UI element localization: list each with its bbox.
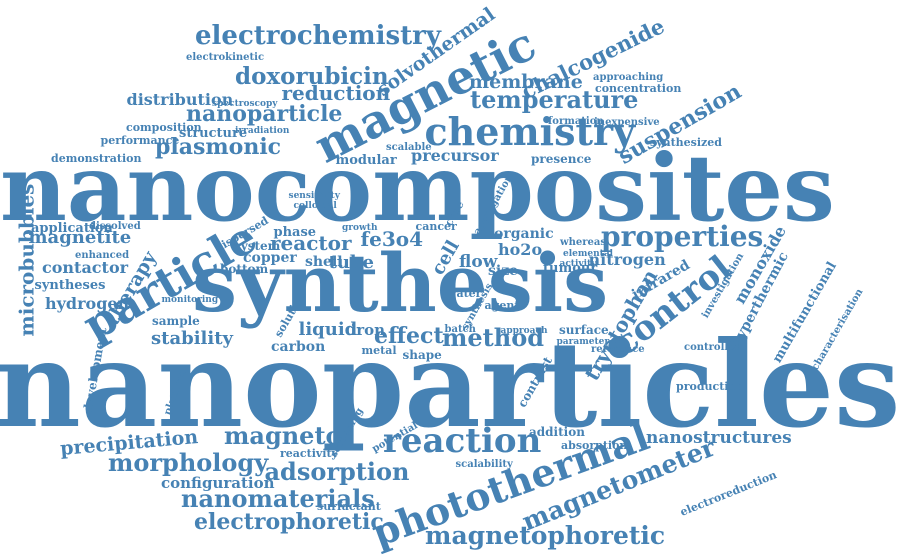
cloud-word: distribution — [126, 90, 234, 109]
cloud-word: chemistry — [424, 109, 636, 154]
cloud-word: cancer — [415, 219, 457, 233]
cloud-word: performance — [100, 133, 180, 147]
cloud-word: colloidal — [293, 200, 337, 211]
cloud-word: magnetite — [28, 227, 132, 248]
cloud-word: size — [488, 263, 519, 279]
cloud-word: formation — [548, 116, 604, 127]
cloud-word: flow — [459, 251, 498, 272]
cloud-word: batch — [444, 324, 476, 335]
cloud-word: properties — [601, 220, 764, 253]
cloud-word: temperature — [470, 85, 639, 114]
cloud-word: nitrogen — [588, 250, 666, 269]
cloud-word: surfactant — [317, 499, 381, 513]
cloud-word: liquid — [298, 319, 358, 340]
cloud-word: nanoparticle — [186, 101, 343, 127]
cloud-word: magneto — [224, 421, 342, 450]
cloud-word: precursor — [411, 146, 499, 165]
cloud-word: fe3o4 — [360, 227, 424, 251]
cloud-word: scalable — [386, 142, 432, 153]
cloud-word: water — [447, 286, 482, 300]
cloud-word: electroreduction — [677, 467, 779, 519]
cloud-word: synthesized — [650, 135, 722, 149]
cloud-word: electrophoretic — [194, 509, 384, 535]
cloud-word: ho2o — [498, 240, 543, 259]
cloud-word: nanomaterials — [181, 484, 375, 513]
cloud-word: sample — [152, 314, 200, 328]
cloud-word: electrokinetic — [186, 52, 265, 63]
cloud-word: agent — [484, 298, 520, 312]
cloud-word: presence — [531, 152, 592, 166]
cloud-word: configuration — [161, 473, 275, 492]
cloud-word: surface — [559, 323, 609, 337]
cloud-word: modular — [335, 152, 397, 168]
cloud-word: electrochemistry — [195, 21, 441, 51]
cloud-word: approaching — [593, 72, 664, 83]
cloud-word: synthesis — [192, 236, 609, 330]
cloud-word: demonstration — [51, 151, 142, 165]
cloud-word: activity — [559, 258, 597, 269]
cloud-word: doxorubicin — [235, 62, 389, 90]
cloud-word: effect — [374, 323, 444, 349]
cloud-word: phase — [273, 224, 317, 240]
cloud-word: inexpensive — [594, 117, 660, 128]
cloud-word: nanostructures — [646, 427, 792, 448]
cloud-word: hydrogen — [45, 294, 130, 313]
cloud-word: application — [31, 220, 113, 236]
cloud-word: shell — [305, 254, 343, 270]
cloud-word: tumour — [543, 260, 598, 276]
cloud-word: plasmonic — [155, 134, 282, 160]
cloud-word: irradiation — [235, 125, 290, 136]
cloud-word: monitoring — [161, 294, 219, 305]
cloud-word: tube — [328, 252, 374, 273]
cloud-word: dissolved — [89, 221, 141, 232]
cloud-word: magnetophoretic — [425, 520, 666, 550]
cloud-word: spectroscopy — [212, 98, 278, 109]
cloud-word: method — [442, 323, 544, 352]
cloud-word: addition — [529, 425, 585, 439]
cloud-word: reaction — [383, 421, 542, 461]
cloud-word: adsorption — [264, 457, 410, 486]
cloud-word: scalability — [455, 459, 513, 470]
cloud-word: contactor — [42, 258, 129, 277]
cloud-word: carbon — [271, 339, 326, 355]
cloud-word: membrane — [469, 70, 583, 93]
cloud-word: reactor — [270, 231, 352, 255]
cloud-word: shape — [402, 348, 442, 362]
cloud-word: metal — [361, 343, 397, 357]
cloud-word: production — [676, 379, 744, 393]
cloud-word: whereas — [560, 237, 606, 248]
cloud-word: system — [234, 239, 281, 253]
cloud-word: microbubbles — [13, 183, 38, 337]
cloud-word: reference — [591, 344, 645, 355]
cloud-word: nanocomposites — [0, 134, 835, 242]
cloud-word: reactivity — [280, 446, 338, 460]
cloud-word: enhanced — [75, 250, 130, 261]
cloud-word: nanoparticles — [0, 315, 900, 454]
cloud-word: controlled — [684, 342, 742, 353]
cloud-word: bottom — [220, 262, 269, 276]
cloud-word: stability — [151, 328, 233, 349]
cloud-word: organic — [494, 226, 554, 242]
cloud-word: growth — [342, 222, 378, 233]
cloud-word: structure — [179, 125, 248, 141]
cloud-word: absorption — [561, 438, 628, 452]
cloud-word: concentration — [595, 81, 682, 95]
cloud-word: morphology — [108, 448, 269, 477]
cloud-word: elemental — [563, 248, 614, 259]
cloud-word: approach — [500, 325, 548, 336]
cloud-word: parameter — [556, 336, 610, 347]
cloud-word: copper — [243, 250, 297, 266]
cloud-word: sensitivity — [288, 190, 340, 201]
cloud-word: iron — [350, 320, 386, 339]
cloud-word: syntheses — [34, 277, 106, 293]
cloud-word: composition — [126, 120, 202, 134]
cloud-word: reduction — [281, 81, 391, 105]
